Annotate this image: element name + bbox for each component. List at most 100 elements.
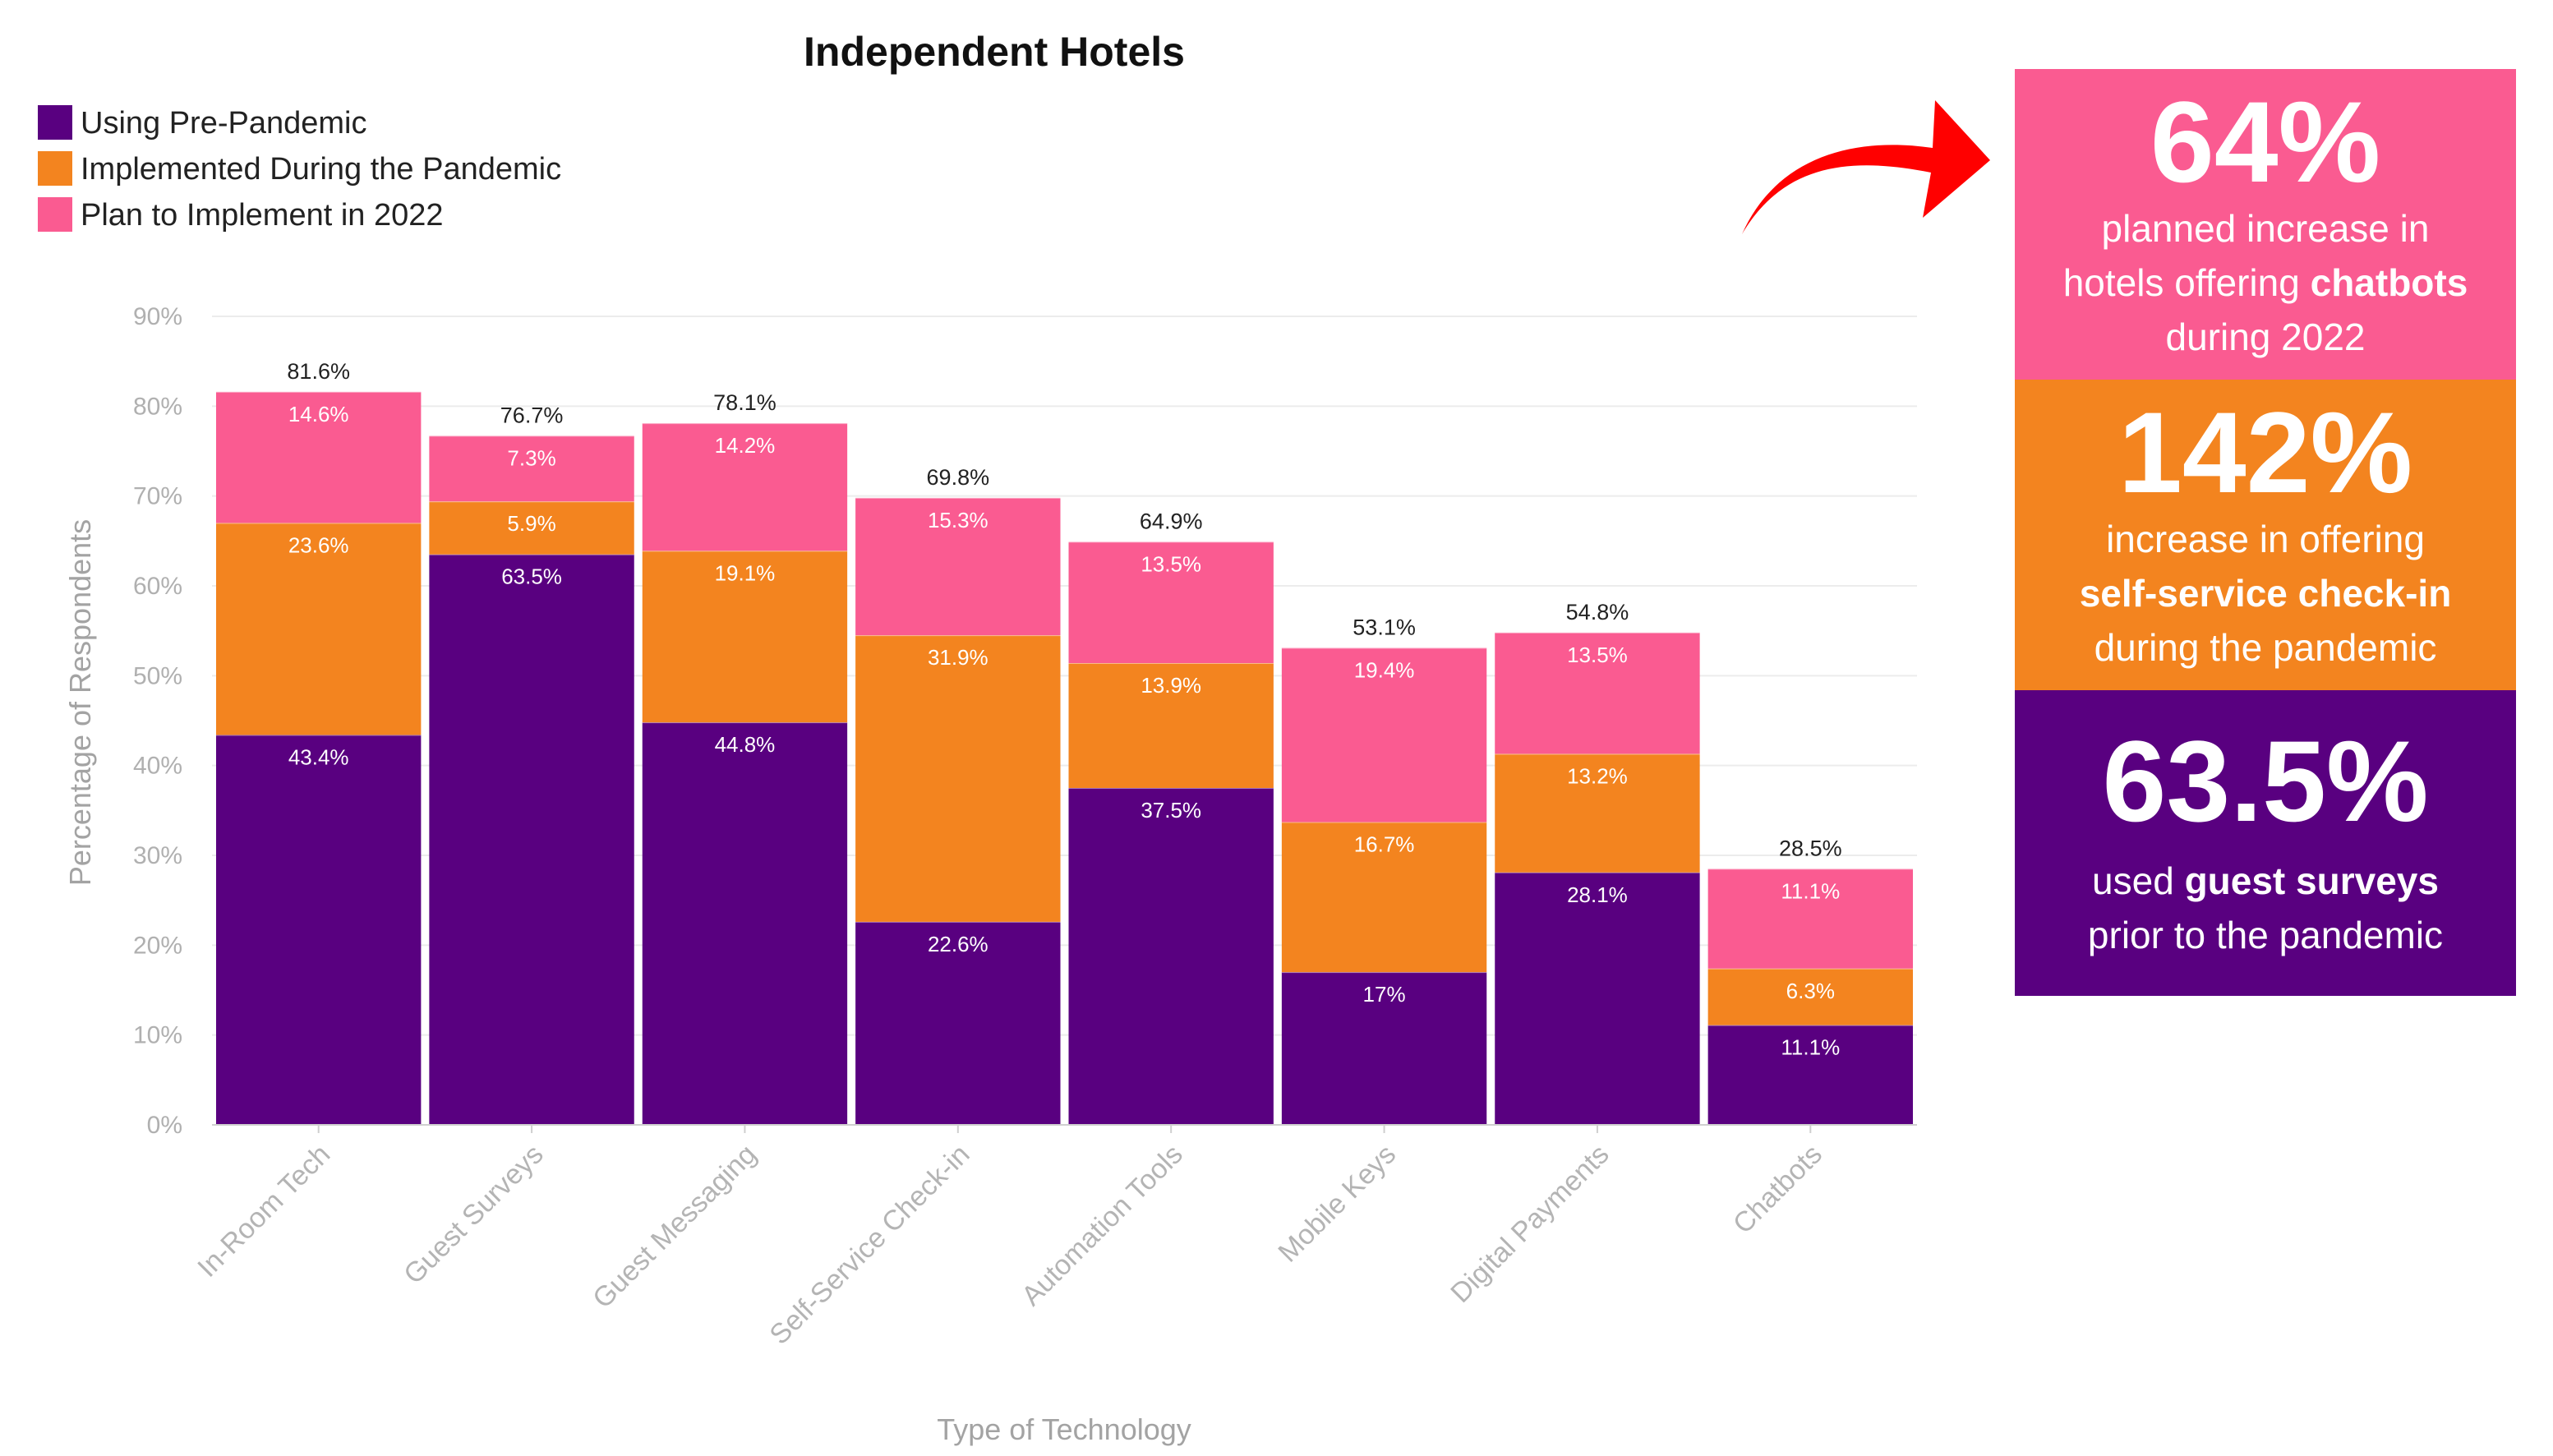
bar-segment (1495, 753, 1700, 873)
callout-text: used (2092, 859, 2185, 902)
stacked-bar-chart: Independent Hotels Using Pre-Pandemic Imp… (38, 29, 1917, 1446)
legend-swatch (38, 197, 72, 232)
x-category-label: Automation Tools (1016, 1139, 1189, 1312)
callout-bold-text: chatbots (2310, 261, 2468, 304)
y-tick-label: 70% (133, 483, 182, 510)
callout-value: 142% (2118, 388, 2413, 517)
bar-segment (429, 501, 634, 555)
bar-segment (429, 554, 634, 1125)
segment-value-label: 43.4% (288, 744, 349, 769)
segment-value-label: 11.1% (1781, 1035, 1840, 1060)
bar-segment (1068, 663, 1274, 788)
bar-segment (429, 435, 634, 502)
legend-label: Plan to Implement in 2022 (81, 198, 444, 233)
callout-value: 63.5% (2102, 716, 2429, 845)
bar-segment (855, 497, 1061, 636)
bar-segment (1068, 788, 1274, 1125)
bar-total-label: 54.8% (1566, 600, 1629, 624)
y-tick-label: 80% (133, 393, 182, 420)
bar-total-label: 81.6% (287, 359, 350, 384)
y-tick-label: 20% (133, 932, 182, 959)
segment-value-label: 37.5% (1141, 798, 1201, 822)
legend-label: Using Pre-Pandemic (81, 106, 366, 141)
segment-value-label: 28.1% (1567, 882, 1628, 907)
y-axis-ticks: 0% 10% 20% 30% 40% 50% 60% 70% 80% 90% (133, 303, 182, 1139)
callout-line: during 2022 (2165, 316, 2366, 358)
red-arrow-icon (1742, 100, 1990, 234)
bar-total-label: 64.9% (1140, 509, 1203, 533)
bar-segment (216, 523, 422, 735)
chart-legend: Using Pre-Pandemic Implemented During the… (38, 105, 561, 233)
bar-segment (216, 735, 422, 1125)
segment-value-label: 16.7% (1354, 832, 1415, 857)
bar-total-label: 69.8% (927, 465, 990, 490)
guest-surveys-callout: 63.5% used guest surveys prior to the pa… (2015, 690, 2516, 996)
y-tick-label: 60% (133, 573, 182, 600)
x-category-label: Guest Messaging (587, 1139, 763, 1315)
bar-segments (216, 390, 1913, 1125)
bar-total-label: 53.1% (1353, 615, 1416, 639)
segment-value-label: 5.9% (507, 511, 555, 536)
bar-segment (642, 423, 848, 551)
segment-value-label: 6.3% (1786, 979, 1835, 1003)
bar-segment (1281, 647, 1487, 822)
x-axis-category-labels: In-Room Tech Guest Surveys Guest Messaging… (191, 1139, 1828, 1351)
callout-line: planned increase in (2101, 207, 2430, 250)
segment-value-label: 13.5% (1141, 551, 1201, 576)
callout-text: hotels offering (2062, 261, 2311, 304)
bar-segment (1495, 632, 1700, 754)
bar-segment (1281, 822, 1487, 973)
x-axis-label: Type of Technology (937, 1412, 1191, 1446)
y-tick-label: 90% (133, 303, 182, 330)
bar-total-label: 76.7% (500, 403, 564, 427)
segment-value-label: 31.9% (928, 645, 988, 670)
x-category-label: Digital Payments (1445, 1139, 1615, 1309)
segment-value-label: 19.1% (715, 560, 776, 585)
x-category-label: In-Room Tech (191, 1139, 336, 1283)
bar-total-label: 78.1% (713, 390, 776, 415)
bar-segment (1068, 541, 1274, 664)
callout-line: increase in offering (2106, 518, 2425, 560)
callout-line: self-service check-in (2080, 566, 2452, 620)
segment-value-label: 22.6% (928, 932, 988, 956)
self-service-checkin-callout: 142% increase in offering self-service c… (2015, 380, 2516, 690)
callout-value: 64% (2150, 77, 2381, 206)
segment-value-label: 11.1% (1781, 878, 1840, 903)
segment-value-label: 17% (1363, 982, 1406, 1007)
callout-line: used guest surveys (2092, 854, 2439, 908)
segment-value-label: 14.6% (288, 402, 349, 426)
callout-bold-text: self-service check-in (2079, 572, 2452, 615)
segment-value-label: 13.2% (1567, 763, 1628, 788)
legend-swatch (38, 105, 72, 140)
bar-segment (1707, 1025, 1913, 1125)
y-axis-label: Percentage of Respondents (63, 519, 97, 886)
segment-value-label: 19.4% (1354, 657, 1415, 682)
bar-segment (642, 551, 848, 723)
y-tick-label: 0% (147, 1112, 182, 1139)
segment-value-label: 63.5% (501, 564, 562, 589)
legend-label: Implemented During the Pandemic (81, 152, 561, 187)
segment-value-label: 14.2% (715, 433, 776, 458)
segment-labels: 43.4% 23.6% 14.6% 63.5% 5.9% 7.3% 44.8% 19.1% 14… (288, 402, 1840, 1060)
segment-value-label: 7.3% (507, 445, 555, 470)
x-category-label: Mobile Keys (1272, 1139, 1402, 1269)
bar-segment (855, 635, 1061, 922)
y-tick-label: 30% (133, 842, 182, 869)
bar-segment (1495, 872, 1700, 1125)
x-axis-tick-marks (317, 1125, 1812, 1133)
segment-value-label: 23.6% (288, 532, 349, 557)
bar-segment (1707, 869, 1913, 969)
segment-value-label: 15.3% (928, 508, 988, 532)
chart-title: Independent Hotels (804, 29, 1185, 75)
callout-bold-text: guest surveys (2184, 859, 2439, 902)
y-tick-label: 50% (133, 662, 182, 689)
bar-segment (1281, 972, 1487, 1125)
segment-value-label: 44.8% (715, 732, 776, 757)
x-category-label: Guest Surveys (398, 1139, 550, 1291)
chatbots-callout: 64% planned increase in hotels offering … (2015, 69, 2516, 380)
legend-swatch (38, 151, 72, 186)
y-tick-label: 10% (133, 1022, 182, 1049)
bar-segment (216, 391, 422, 523)
segment-value-label: 13.9% (1141, 673, 1201, 698)
total-labels: 81.6% 76.7% 78.1% 69.8% 64.9% 53.1% 54.8% 28.5% (287, 359, 1841, 861)
